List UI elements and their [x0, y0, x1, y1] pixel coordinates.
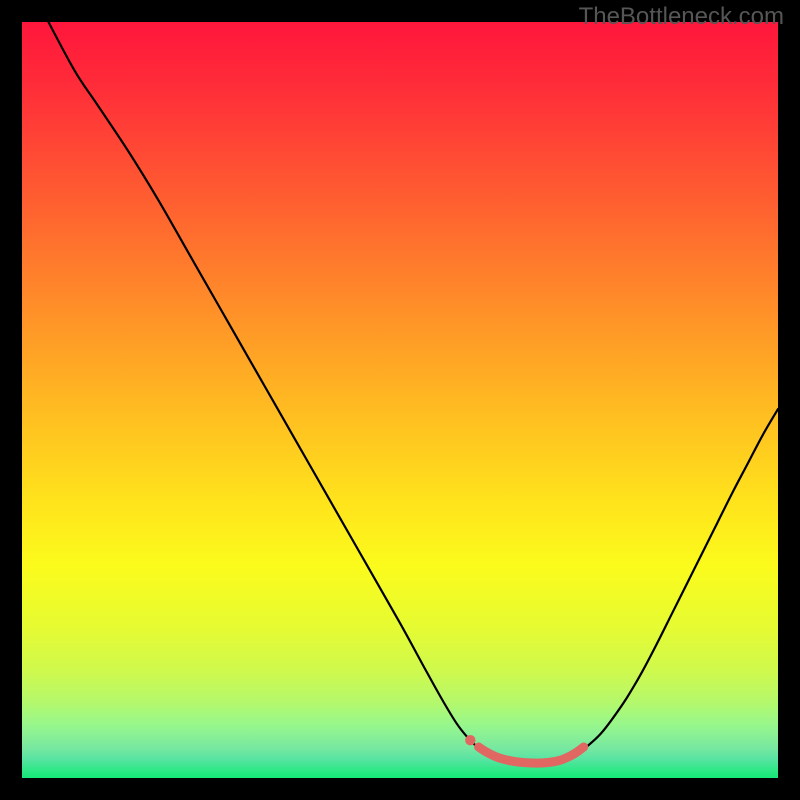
chart-container: TheBottleneck.com: [0, 0, 800, 800]
chart-svg: [22, 22, 778, 778]
watermark-text: TheBottleneck.com: [579, 3, 784, 31]
current-config-marker: [465, 735, 475, 745]
gradient-background: [22, 22, 778, 778]
plot-area: [22, 22, 778, 778]
